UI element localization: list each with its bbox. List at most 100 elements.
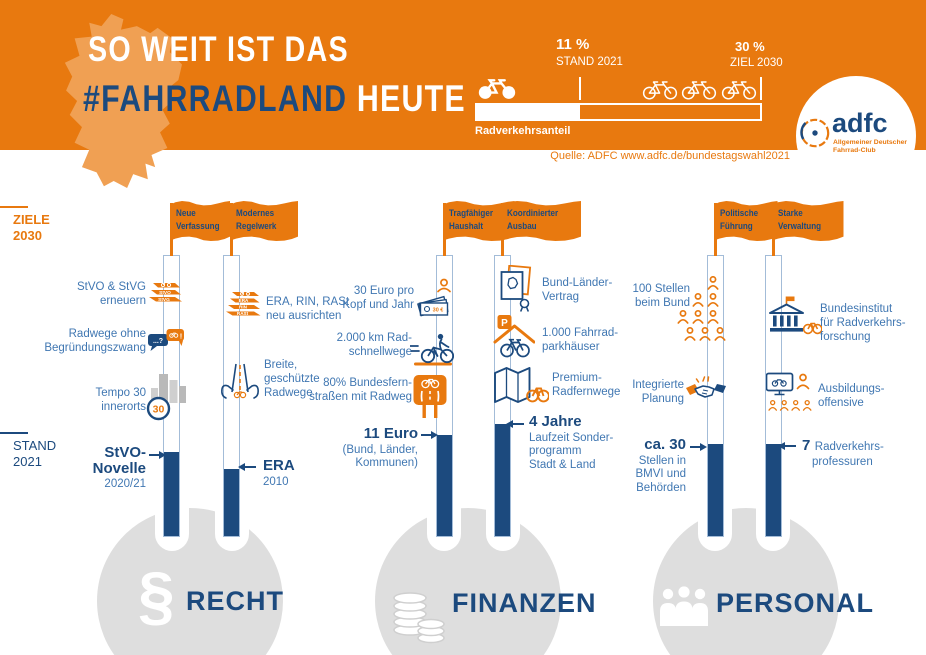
status-sub-line: Radverkehrs- bbox=[814, 441, 884, 453]
status-stvo-novelle: StVO- Novelle 2020/21 bbox=[56, 445, 146, 492]
status-sub-line: professuren bbox=[812, 456, 873, 468]
arrow-right-icon bbox=[690, 442, 707, 451]
status-bold-line: ca. 30 bbox=[644, 436, 686, 453]
arrow-left-icon bbox=[778, 441, 796, 450]
svg-text:StVG: StVG bbox=[158, 297, 170, 303]
goal-line: Premium- bbox=[552, 372, 602, 384]
status-sub-line: Stadt & Land bbox=[529, 458, 596, 471]
status-sub-line: Behörden bbox=[636, 481, 686, 494]
flag-line: Neue bbox=[176, 208, 196, 219]
training-board-icon bbox=[766, 372, 812, 411]
goal-line: 2.000 km Rad- bbox=[336, 332, 412, 344]
status-sub-line: (Bund, Länder, bbox=[342, 443, 418, 456]
thermometer-column-verwaltung bbox=[765, 255, 782, 537]
goal-label: 30 Euro pro Kopf und Jahr bbox=[312, 284, 414, 312]
svg-text:30 €: 30 € bbox=[433, 308, 444, 314]
status-era: ERA 2010 bbox=[263, 458, 295, 489]
svg-text:ERA: ERA bbox=[239, 298, 249, 303]
status-sub-line: 2010 bbox=[263, 475, 289, 488]
section-circle-recht bbox=[97, 508, 283, 655]
flag-line: Politische bbox=[719, 208, 758, 219]
status-ca-30: ca. 30 Stellen in BMVI und Behörden bbox=[598, 436, 687, 495]
stand-2021-label: STAND 2021 bbox=[13, 438, 56, 470]
status-bold-line: 4 Jahre bbox=[529, 413, 582, 430]
goal-label: 1.000 Fahrrad- parkhäuser bbox=[542, 326, 618, 354]
goal-line: innerorts bbox=[101, 401, 146, 413]
goal-line: offensive bbox=[818, 397, 864, 409]
arrow-left-icon bbox=[506, 419, 524, 428]
goal-line: Tempo 30 bbox=[95, 387, 146, 399]
flag-line: Tragfähiger bbox=[448, 208, 493, 219]
goal-line: geschützte bbox=[264, 373, 320, 385]
bike-route-map-icon bbox=[494, 367, 549, 403]
goal-line: ERA, RIN, RASt bbox=[266, 296, 350, 308]
svg-text:30: 30 bbox=[153, 404, 165, 416]
adfc-tagline-1: Allgemeiner Deutscher bbox=[833, 139, 908, 146]
handshake-icon bbox=[686, 376, 726, 398]
arrow-right-icon bbox=[149, 450, 166, 459]
progress-bar-fill bbox=[475, 103, 580, 121]
goal-line: neu ausrichten bbox=[266, 310, 342, 322]
goal-line: straßen mit Radweg bbox=[309, 391, 412, 403]
status-7-professuren: 7 Radverkehrs- professuren bbox=[802, 437, 884, 470]
stand-rule bbox=[0, 432, 28, 434]
bicycle-icon bbox=[681, 81, 717, 100]
section-title-recht: RECHT bbox=[186, 586, 284, 616]
progress-current-value: 11 % bbox=[556, 36, 590, 53]
ziele-rule bbox=[0, 206, 28, 208]
status-line: 7 Radverkehrs- bbox=[802, 437, 884, 455]
status-4-jahre: 4 Jahre Laufzeit Sonder- programm Stadt … bbox=[529, 414, 613, 472]
goal-line: 80% Bundesfern- bbox=[323, 377, 412, 389]
status-sub-line: Stellen in bbox=[638, 454, 686, 467]
goal-label: Premium- Radfernwege bbox=[552, 371, 620, 399]
svg-text:RASt: RASt bbox=[237, 311, 249, 316]
goal-line: 100 Stellen bbox=[632, 283, 690, 295]
cyclist-icon bbox=[410, 333, 454, 366]
goal-label: 2.000 km Rad- schnellwege bbox=[312, 331, 412, 359]
title-line1: SO WEIT IST DAS bbox=[88, 30, 349, 69]
column-fill bbox=[224, 468, 239, 536]
column-fill bbox=[164, 452, 179, 536]
column-fill bbox=[708, 443, 723, 536]
goal-label: Ausbildungs- offensive bbox=[818, 382, 884, 410]
ziele-2030-label: ZIELE 2030 bbox=[13, 212, 50, 244]
flag-politische-fuehrung: Politische Führung bbox=[713, 201, 778, 241]
svg-text:RIN: RIN bbox=[239, 305, 248, 310]
flag-line: Modernes bbox=[236, 208, 275, 219]
column-fill bbox=[766, 443, 781, 536]
title-hashtag: #FAHRRADLAND bbox=[83, 78, 348, 119]
section-title-finanzen: FINANZEN bbox=[452, 588, 597, 618]
goal-label: Breite, geschützte Radwege bbox=[264, 358, 320, 400]
flag-line: Führung bbox=[719, 220, 753, 232]
status-bold-line: Novelle bbox=[92, 459, 146, 477]
flag-line: Verwaltung bbox=[777, 220, 821, 232]
status-sub-line: programm bbox=[529, 445, 582, 457]
flag-line: Verfassung bbox=[176, 220, 220, 232]
svg-text:StVO: StVO bbox=[159, 290, 171, 296]
goal-label: 80% Bundesfern- straßen mit Radweg bbox=[307, 376, 412, 404]
goal-line: parkhäuser bbox=[542, 341, 600, 353]
stand-line1: STAND bbox=[13, 438, 57, 453]
goal-line: Bund-Länder- bbox=[542, 277, 613, 289]
adfc-logo-name: adfc bbox=[832, 108, 888, 138]
goal-label: Radwege ohne Begründungszwang bbox=[20, 327, 146, 355]
goal-line: beim Bund bbox=[635, 297, 690, 309]
goal-line: für Radverkehrs- bbox=[820, 317, 906, 329]
law-stack-icon: StVO StVG bbox=[149, 281, 182, 303]
status-sub-line: Kommunen) bbox=[355, 457, 418, 469]
federal-state-contract-icon bbox=[500, 265, 532, 312]
flag-starke-verwaltung: Starke Verwaltung bbox=[771, 201, 844, 241]
goal-line: 1.000 Fahrrad- bbox=[542, 327, 619, 339]
goal-line: Integrierte bbox=[632, 379, 684, 391]
status-11-euro: 11 Euro (Bund, Länder, Kommunen) bbox=[326, 426, 418, 471]
svg-text:P: P bbox=[501, 318, 508, 329]
flag-koordinierter-ausbau: Koordinierter Ausbau bbox=[501, 201, 581, 241]
goal-label: Bundesinstitut für Radverkehrs- forschun… bbox=[820, 302, 906, 344]
bicycle-solid-icon bbox=[478, 79, 516, 99]
flag-modernes-regelwerk: Modernes Regelwerk bbox=[230, 201, 298, 241]
status-bold-line: ERA bbox=[263, 457, 295, 474]
flag-line: Starke bbox=[777, 208, 803, 219]
paragraph-icon: § bbox=[138, 558, 175, 632]
section-circle-personal bbox=[653, 508, 839, 655]
